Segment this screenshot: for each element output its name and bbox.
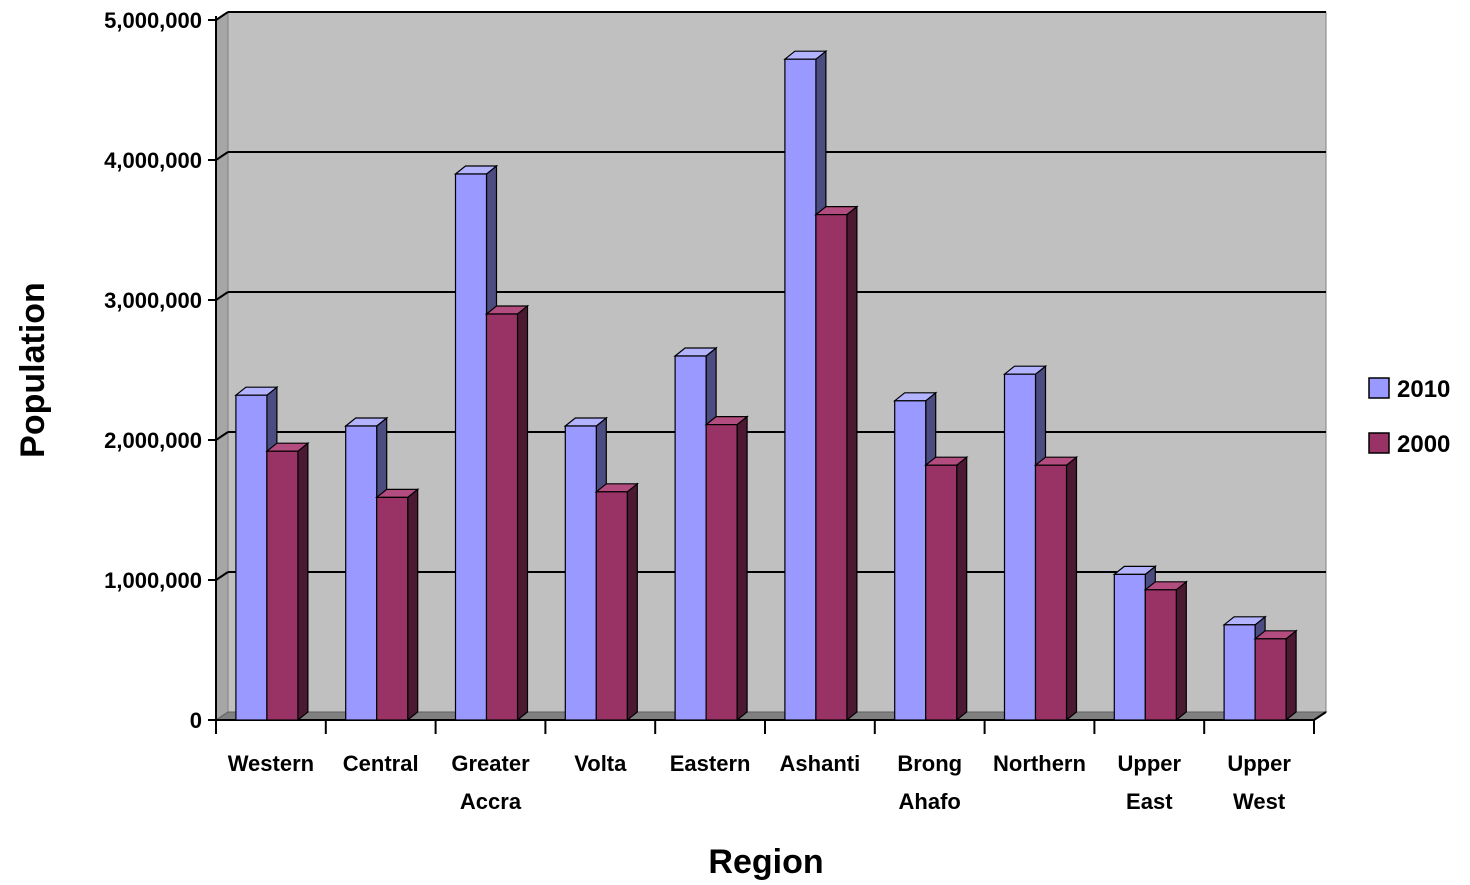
x-category-label-line: Northern [993,751,1086,776]
bar [484,304,530,722]
bar [1143,580,1189,722]
x-category-label-line: Accra [460,789,522,814]
bar-front [454,173,488,721]
bar-front [564,425,597,721]
legend-swatch [1368,377,1390,399]
bar-front [815,214,848,721]
side-wall [215,11,229,721]
bar [594,482,640,722]
bar-front [1034,464,1068,721]
bar-side [626,482,638,722]
bar-front [595,491,628,721]
bar [1253,629,1298,722]
bar [1033,455,1079,722]
x-category-label-line: East [1126,789,1173,814]
bar-front [1113,573,1146,721]
x-category-label-line: Western [228,751,314,776]
bar-side [1065,455,1078,722]
x-category-label: Central [343,751,419,776]
bar [704,415,749,722]
x-category-labels: Western Central Greater Accra Volta Eastern As… [228,751,1292,814]
x-category-label: Western [228,751,314,776]
legend-label: 2000 [1397,431,1450,458]
bar-front [1223,624,1256,721]
legend: 2010 2000 [1368,376,1450,458]
x-category-label-line: Volta [574,751,627,776]
x-category-label: Upper West [1227,751,1291,814]
x-category-label: Volta [574,751,627,776]
x-category-label-line: Ahafo [899,789,961,814]
bar-side [1175,580,1187,722]
x-category-label: Greater Accra [451,751,530,814]
bar-front [925,464,958,721]
x-category-label-line: West [1233,789,1286,814]
x-category-label: Northern [993,751,1086,776]
bar-side [516,304,529,722]
x-category-label-line: Eastern [670,751,751,776]
bar-front [1144,589,1177,721]
bar-front [1003,373,1037,721]
bar-side [736,415,748,722]
bar-front [266,450,299,721]
bar-side [407,488,419,722]
bar-side [1285,629,1297,722]
bar [374,488,420,722]
gridline-diagonal [215,291,229,301]
x-category-label-line: Brong [897,751,962,776]
y-axis-title: Population [14,282,52,458]
bar-front [485,313,519,721]
x-category-label: Brong Ahafo [897,751,962,814]
bar-front [784,58,817,721]
bar-front [1254,638,1287,721]
x-category-label-line: Upper [1118,751,1182,776]
gridline-diagonal [215,431,229,441]
bar-front [705,424,738,721]
bar-front [894,400,927,721]
gridline-diagonal [215,11,229,21]
bar [814,205,859,722]
gridline-diagonal [215,151,229,161]
x-category-label: Eastern [670,751,751,776]
x-category-label: Ashanti [780,751,861,776]
y-tick-labels: 0 1,000,000 2,000,000 3,000,000 4,000,000 5,0… [104,8,202,733]
x-axis-end [1313,711,1327,721]
y-tick-label: 1,000,000 [104,568,202,593]
y-tick-label: 5,000,000 [104,8,202,33]
legend-label: 2010 [1397,376,1450,403]
y-tick-label: 2,000,000 [104,428,202,453]
bar-front [235,394,268,721]
bar [923,455,969,722]
bar-side [956,455,968,722]
x-category-label-line: Greater [451,751,530,776]
bar-front [376,496,409,721]
y-tick-label: 4,000,000 [104,148,202,173]
gridline-diagonal [215,571,229,581]
x-category-label-line: Upper [1227,751,1291,776]
y-tick-label: 3,000,000 [104,288,202,313]
x-axis-title: Region [708,843,823,881]
legend-swatch [1368,432,1390,454]
x-category-label: Upper East [1118,751,1182,814]
bar-front [674,355,707,721]
bar-side [297,441,309,722]
x-category-label-line: Ashanti [780,751,861,776]
y-tick-label: 0 [190,708,202,733]
bar-front [345,425,378,721]
bar [265,441,310,722]
bars [234,49,1298,722]
bar-side [846,205,858,722]
x-category-label-line: Central [343,751,419,776]
